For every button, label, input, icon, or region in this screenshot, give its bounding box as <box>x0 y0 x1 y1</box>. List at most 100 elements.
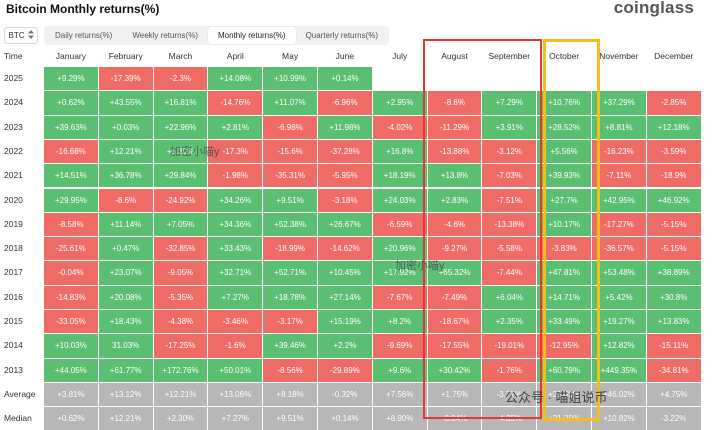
return-cell: +172.76% <box>153 358 208 382</box>
summary-cell: +1.75% <box>427 382 482 407</box>
return-cell: +14.51% <box>44 164 98 188</box>
return-cell: -8.6% <box>427 91 482 115</box>
return-cell: +0.62% <box>44 91 98 115</box>
return-cell: -12.95% <box>537 334 591 358</box>
return-cell: +10.45% <box>318 261 372 285</box>
return-cell: +8.81% <box>592 115 646 139</box>
return-cell: -18.99% <box>263 237 317 261</box>
return-cell: +46.92% <box>646 188 701 212</box>
return-cell: +3.91% <box>482 115 537 139</box>
return-cell: -1.6% <box>208 334 263 358</box>
return-cell: -8.58% <box>44 212 98 237</box>
tab-quarterly-returns[interactable]: Quarterly returns(%) <box>305 31 379 40</box>
return-cell: -3.12% <box>482 139 537 164</box>
return-cell: +27.14% <box>318 285 372 309</box>
row-label-year: 2025 <box>4 73 23 83</box>
coin-select[interactable]: BTC <box>4 27 38 44</box>
return-cell: -4.6% <box>427 212 482 237</box>
tab-monthly-returns[interactable]: Monthly returns(%) <box>208 27 296 44</box>
summary-cell: +7.27% <box>208 407 263 430</box>
return-cell: +5.39% <box>153 139 208 164</box>
row-label-year: 2017 <box>4 267 23 278</box>
return-cell: +0.03% <box>98 115 153 139</box>
column-header-march: March <box>168 51 193 61</box>
summary-cell: +21.20% <box>537 407 591 430</box>
return-cell: +16.81% <box>153 91 208 115</box>
return-cell: -16.23% <box>592 139 646 164</box>
return-cell: -13.88% <box>427 139 482 164</box>
return-cell: -13.38% <box>482 212 537 237</box>
return-cell: -5.15% <box>646 237 701 261</box>
return-cell: +28.52% <box>537 115 591 139</box>
tab-weekly-returns[interactable]: Weekly returns(%) <box>132 31 198 40</box>
return-cell: +18.19% <box>372 164 427 188</box>
return-cell: -5.95% <box>318 164 372 188</box>
return-cell: +18.43% <box>98 310 153 334</box>
return-cell: -29.89% <box>318 358 372 382</box>
return-cell: +34.36% <box>208 212 263 237</box>
return-cell: +10.99% <box>263 67 317 91</box>
summary-cell: -0.32% <box>318 382 372 407</box>
return-cell: -32.85% <box>153 237 208 261</box>
return-cell: +22.96% <box>153 115 208 139</box>
summary-cell: +0.62% <box>44 407 98 430</box>
return-cell: +15.19% <box>318 310 372 334</box>
row-label-year: 2015 <box>4 316 23 326</box>
return-cell: +37.29% <box>592 91 646 115</box>
return-cell: -2.3% <box>153 67 208 91</box>
summary-label: Median <box>4 413 32 424</box>
return-cell: -15.11% <box>646 334 701 358</box>
return-cell: +449.35% <box>592 358 646 382</box>
return-cell: -15.6% <box>263 139 317 164</box>
summary-cell: +13.12% <box>98 382 153 407</box>
return-cell: +52.71% <box>263 261 317 285</box>
return-cell: -14.76% <box>208 91 263 115</box>
return-cell: +33.49% <box>537 310 591 334</box>
column-header-november: November <box>599 51 639 61</box>
return-cell: -7.67% <box>372 285 427 309</box>
return-cell: -11.29% <box>427 115 482 139</box>
column-header-june: June <box>335 51 355 61</box>
return-cell: +39.63% <box>44 115 98 139</box>
return-cell: +29.95% <box>44 188 98 212</box>
return-cell: +27.7% <box>537 188 591 212</box>
return-cell: +12.82% <box>592 334 646 358</box>
return-cell: +7.05% <box>153 212 208 237</box>
return-cell: +13.8% <box>427 164 482 188</box>
tab-daily-returns[interactable]: Daily returns(%) <box>55 31 113 40</box>
returns-period-tabs: Daily returns(%) Weekly returns(%) Month… <box>44 26 390 45</box>
summary-cell: +3.81% <box>44 382 98 407</box>
summary-cell: +4.75% <box>646 382 701 407</box>
return-cell: -7.44% <box>482 261 537 285</box>
return-cell: -1.98% <box>208 164 263 188</box>
return-cell: +42.95% <box>592 188 646 212</box>
return-cell: +0.14% <box>318 67 372 91</box>
return-cell: +2.83% <box>427 188 482 212</box>
return-cell: -5.15% <box>646 212 701 237</box>
return-cell: +52.38% <box>263 212 317 237</box>
return-cell: -17.27% <box>592 212 646 237</box>
row-label-year: 2022 <box>4 145 23 156</box>
return-cell: +53.48% <box>592 261 646 285</box>
return-cell: +13.83% <box>646 310 701 334</box>
return-cell: -3.59% <box>646 139 701 164</box>
return-cell: -5.35% <box>153 285 208 309</box>
return-cell: +60.79% <box>537 358 591 382</box>
return-cell: -14.83% <box>44 285 98 309</box>
return-cell: +43.55% <box>98 91 153 115</box>
row-label-year: 2023 <box>4 121 23 132</box>
column-header-may: May <box>282 51 299 61</box>
row-label-year: 2014 <box>4 340 23 351</box>
return-cell: -3.17% <box>263 310 317 334</box>
return-cell: +39.46% <box>263 334 317 358</box>
return-cell: +18.78% <box>263 285 317 309</box>
return-cell: +2.35% <box>482 310 537 334</box>
return-cell: +16.8% <box>372 139 427 164</box>
return-cell: +17.92% <box>372 261 427 285</box>
return-cell: -37.28% <box>318 139 372 164</box>
return-cell: +2.2% <box>318 334 372 358</box>
return-cell: -6.96% <box>318 91 372 115</box>
return-cell: -34.81% <box>646 358 701 382</box>
column-header-october: October <box>548 51 580 61</box>
summary-cell: -8.04% <box>427 407 482 430</box>
